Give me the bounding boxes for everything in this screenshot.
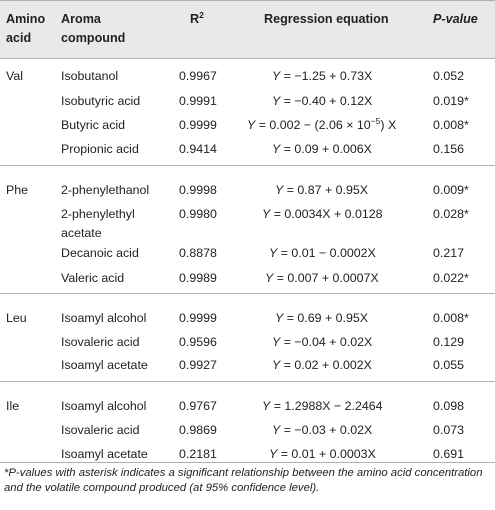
header-regression-equation: Regression equation: [264, 12, 389, 26]
r2-value: 0.9967: [179, 69, 217, 83]
aroma-compound-name: Isoamyl alcohol: [61, 399, 147, 413]
equation-variable-y: Y: [275, 311, 284, 325]
regression-equation: Y = −0.40 + 0.12X: [272, 94, 373, 108]
p-value: 0.028*: [433, 207, 469, 221]
amino-acid-label: Leu: [6, 311, 27, 325]
regression-equation: Y = 0.69 + 0.95X: [275, 311, 369, 325]
amino-acid-label: Val: [6, 69, 23, 83]
p-value: 0.019*: [433, 94, 469, 108]
table-header-background: [0, 0, 495, 58]
equation-variable-y: Y: [262, 399, 271, 413]
p-value: 0.008*: [433, 311, 469, 325]
equation-variable-y: Y: [247, 118, 256, 132]
group-divider: [0, 293, 495, 294]
equation-variable-y: Y: [269, 447, 278, 461]
r2-value: 0.9999: [179, 118, 217, 132]
r2-value: 0.9989: [179, 271, 217, 285]
bottom-rule: [0, 462, 495, 463]
regression-equation: Y = 0.01 − 0.0002X: [269, 246, 376, 260]
aroma-compound-name: Isobutyric acid: [61, 94, 141, 108]
aroma-compound-name: acetate: [61, 226, 102, 240]
aroma-compound-name: Propionic acid: [61, 142, 139, 156]
regression-equation: Y = 0.0034X + 0.0128: [262, 207, 383, 221]
p-value: 0.022*: [433, 271, 469, 285]
p-value: 0.009*: [433, 183, 469, 197]
regression-equation: Y = 0.09 + 0.006X: [272, 142, 372, 156]
r2-value: 0.9596: [179, 335, 217, 349]
group-divider: [0, 165, 495, 166]
header-aroma-compound-line2: compound: [61, 31, 126, 45]
regression-equation: Y = 0.02 + 0.002X: [272, 358, 372, 372]
r2-value: 0.9767: [179, 399, 217, 413]
regression-equation: Y = 0.002 − (2.06 × 10−5) X: [247, 115, 397, 132]
header-r2: R2: [190, 9, 204, 26]
r2-value: 0.9869: [179, 423, 217, 437]
aroma-compound-name: Butyric acid: [61, 118, 126, 132]
aroma-compound-name: 2-phenylethanol: [61, 183, 150, 197]
p-value: 0.217: [433, 246, 465, 260]
aroma-compound-name: Isoamyl alcohol: [61, 311, 147, 325]
p-value: 0.691: [433, 447, 465, 461]
regression-equation: Y = −0.04 + 0.02X: [272, 335, 373, 349]
header-rule: [0, 58, 495, 59]
aroma-compound-name: Decanoic acid: [61, 246, 139, 260]
aroma-compound-name: Valeric acid: [61, 271, 125, 285]
p-value: 0.008*: [433, 118, 469, 132]
aroma-compound-name: Isoamyl acetate: [61, 358, 148, 372]
top-rule: [0, 0, 495, 1]
r2-value: 0.8878: [179, 246, 217, 260]
equation-variable-y: Y: [269, 246, 278, 260]
header-amino-acid-line2: acid: [6, 31, 32, 45]
amino-acid-label: Ile: [6, 399, 20, 413]
p-value: 0.129: [433, 335, 465, 349]
regression-equation: Y = −1.25 + 0.73X: [272, 69, 373, 83]
r2-value: 0.9999: [179, 311, 217, 325]
regression-equation: Y = 0.01 + 0.0003X: [269, 447, 376, 461]
r2-value: 0.9980: [179, 207, 217, 221]
aroma-compound-name: Isovaleric acid: [61, 423, 140, 437]
p-value: 0.156: [433, 142, 465, 156]
amino-acid-label: Phe: [6, 183, 29, 197]
equation-variable-y: Y: [272, 69, 281, 83]
p-value: 0.098: [433, 399, 465, 413]
regression-equation: Y = 0.007 + 0.0007X: [265, 271, 379, 285]
equation-variable-y: Y: [272, 358, 281, 372]
r2-value: 0.9927: [179, 358, 217, 372]
header-r2-superscript: 2: [199, 9, 204, 20]
equation-variable-y: Y: [272, 335, 281, 349]
p-value: 0.052: [433, 69, 465, 83]
equation-variable-y: Y: [265, 271, 274, 285]
equation-variable-y: Y: [272, 423, 281, 437]
p-value: 0.055: [433, 358, 465, 372]
aroma-compound-name: Isoamyl acetate: [61, 447, 148, 461]
header-aroma-compound-line1: Aroma: [61, 12, 101, 26]
p-value: 0.073: [433, 423, 465, 437]
aroma-compound-name: 2-phenylethyl: [61, 207, 135, 221]
regression-equation: Y = 0.87 + 0.95X: [275, 183, 369, 197]
r2-value: 0.2181: [179, 447, 217, 461]
equation-variable-y: Y: [272, 94, 281, 108]
equation-variable-y: Y: [262, 207, 271, 221]
r2-value: 0.9991: [179, 94, 217, 108]
group-divider: [0, 381, 495, 382]
r2-value: 0.9998: [179, 183, 217, 197]
equation-variable-y: Y: [275, 183, 284, 197]
header-amino-acid-line1: Amino: [6, 12, 46, 26]
aroma-compound-name: Isobutanol: [61, 69, 119, 83]
table-footnote: *P-values with asterisk indicates a sign…: [4, 467, 483, 494]
regression-equation: Y = −0.03 + 0.02X: [272, 423, 373, 437]
aroma-compound-name: Isovaleric acid: [61, 335, 140, 349]
equation-variable-y: Y: [272, 142, 281, 156]
r2-value: 0.9414: [179, 142, 217, 156]
equation-exponent: −5: [370, 115, 381, 126]
regression-equation: Y = 1.2988X − 2.2464: [262, 399, 383, 413]
header-p-value: P-value: [433, 12, 478, 26]
